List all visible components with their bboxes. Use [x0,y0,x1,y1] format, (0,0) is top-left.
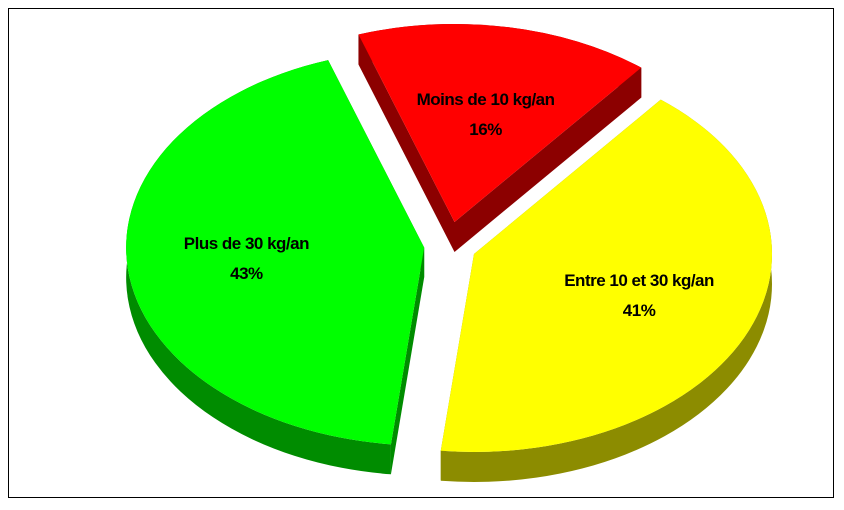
value-label: 43% [230,264,263,284]
value-label: 16% [469,119,502,139]
slice-label: Moins de 10 kg/an 16% [411,85,561,145]
slice-wall [390,247,425,475]
chart-frame [8,8,834,498]
slice-tops [126,23,773,452]
slice [126,60,425,445]
value-label: 41% [622,300,656,320]
slice [440,99,773,452]
slice-label: Entre 10 et 30 kg/an 41% [564,266,714,326]
slice-wall [454,67,642,252]
slice-label: Plus de 30 kg/an 43% [171,229,321,289]
slice [358,23,642,222]
category-label: Plus de 30 kg/an [183,234,310,254]
category-label: Entre 10 et 30 kg/an [564,270,714,290]
category-label: Moins de 10 kg/an [416,89,555,109]
slice-wall [358,34,455,252]
